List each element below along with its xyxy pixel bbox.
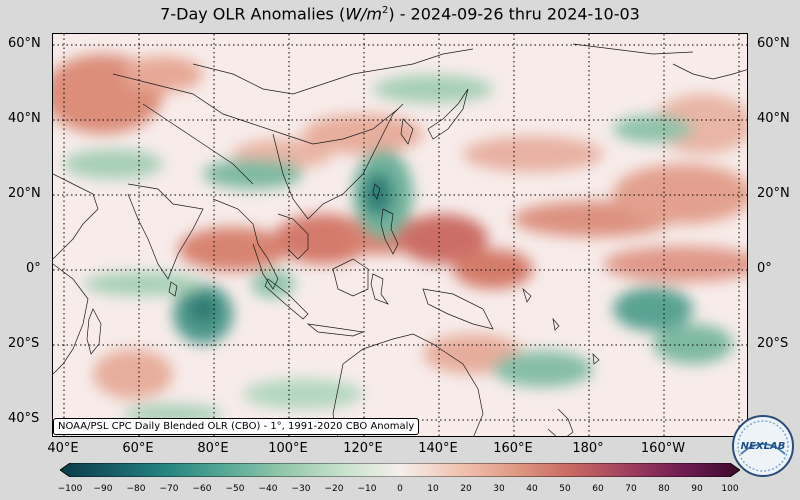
lon-label-60e: 60°E <box>122 441 154 456</box>
nexlab-logo: NEXLAB <box>732 415 794 477</box>
lon-label-160w: 160°W <box>640 441 686 456</box>
lat-label-60n-right: 60°N <box>757 36 790 51</box>
colorbar-tick-label: 30 <box>493 484 505 494</box>
colorbar-tick-label: 10 <box>427 484 439 494</box>
lat-label-60n-left: 60°N <box>8 36 41 51</box>
colorbar-tick-label: 40 <box>526 484 538 494</box>
title-suffix: ) - 2024-09-26 thru 2024-10-03 <box>388 4 640 24</box>
colorbar-fill <box>60 463 740 477</box>
coastlines <box>53 43 747 436</box>
lon-label-100e: 100°E <box>268 441 308 456</box>
logo-text: NEXLAB <box>741 441 786 452</box>
colorbar-tick-label: 60 <box>592 484 604 494</box>
anomaly-field <box>53 54 747 424</box>
colorbar-tick-label: −10 <box>357 484 377 494</box>
colorbar-tick-label: −20 <box>324 484 344 494</box>
lon-label-40e: 40°E <box>47 441 79 456</box>
colorbar-tick-label: 100 <box>721 484 739 494</box>
lat-label-40n-right: 40°N <box>757 111 790 126</box>
colorbar-tick-label: −30 <box>291 484 311 494</box>
title-unit-exponent: 2 <box>381 5 389 16</box>
lon-label-180: 180° <box>572 441 604 456</box>
lat-label-40n-left: 40°N <box>8 111 41 126</box>
lat-label-20n-left: 20°N <box>8 186 41 201</box>
colorbar-tick-label: 90 <box>691 484 703 494</box>
colorbar-tick-label: −80 <box>126 484 146 494</box>
lat-label-0-left: 0° <box>26 261 41 276</box>
map-title: 7-Day OLR Anomalies (W/m2) - 2024-09-26 … <box>0 0 800 25</box>
data-source-credit: NOAA/PSL CPC Daily Blended OLR (CBO) - 1… <box>53 418 420 435</box>
colorbar-tick-label: −70 <box>159 484 179 494</box>
lat-label-20s-left: 20°S <box>8 336 40 351</box>
lon-label-160e: 160°E <box>493 441 533 456</box>
lat-label-20s-right: 20°S <box>757 336 789 351</box>
colorbar-tick-label: 70 <box>625 484 637 494</box>
colorbar-tick-label: −50 <box>225 484 245 494</box>
lon-label-140e: 140°E <box>418 441 458 456</box>
lat-label-0-right: 0° <box>757 261 772 276</box>
lat-label-40s-left: 40°S <box>8 411 40 426</box>
map-canvas <box>53 34 747 436</box>
lon-label-120e: 120°E <box>343 441 383 456</box>
colorbar-tick-label: −90 <box>93 484 113 494</box>
title-unit: W/m <box>345 4 382 24</box>
colorbar-tick-label: −40 <box>258 484 278 494</box>
colorbar-tick-label: −100 <box>57 484 83 494</box>
colorbar-tick-label: 20 <box>460 484 472 494</box>
lat-label-20n-right: 20°N <box>757 186 790 201</box>
title-prefix: 7-Day OLR Anomalies ( <box>160 4 346 24</box>
colorbar-tick-label: 0 <box>397 484 403 494</box>
olr-anomaly-map <box>52 33 748 437</box>
lon-label-80e: 80°E <box>197 441 229 456</box>
colorbar-tick-label: 80 <box>658 484 670 494</box>
colorbar <box>60 463 740 477</box>
colorbar-tick-label: 50 <box>559 484 571 494</box>
colorbar-tick-label: −60 <box>192 484 212 494</box>
